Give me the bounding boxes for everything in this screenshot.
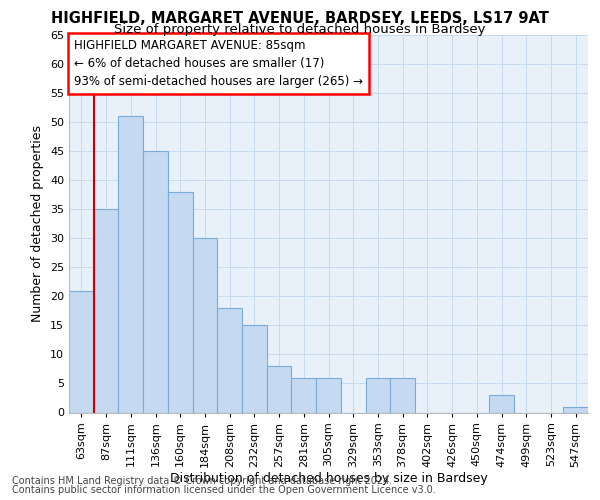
Bar xyxy=(365,378,390,412)
Bar xyxy=(267,366,292,412)
X-axis label: Distribution of detached houses by size in Bardsey: Distribution of detached houses by size … xyxy=(170,472,487,485)
Bar xyxy=(563,406,588,412)
Text: Contains HM Land Registry data © Crown copyright and database right 2024.: Contains HM Land Registry data © Crown c… xyxy=(12,476,392,486)
Y-axis label: Number of detached properties: Number of detached properties xyxy=(31,125,44,322)
Text: HIGHFIELD, MARGARET AVENUE, BARDSEY, LEEDS, LS17 9AT: HIGHFIELD, MARGARET AVENUE, BARDSEY, LEE… xyxy=(51,11,549,26)
Bar xyxy=(390,378,415,412)
Text: HIGHFIELD MARGARET AVENUE: 85sqm
← 6% of detached houses are smaller (17)
93% of: HIGHFIELD MARGARET AVENUE: 85sqm ← 6% of… xyxy=(74,39,363,88)
Bar xyxy=(217,308,242,412)
Text: Contains public sector information licensed under the Open Government Licence v3: Contains public sector information licen… xyxy=(12,485,436,495)
Bar xyxy=(489,395,514,412)
Bar xyxy=(94,209,118,412)
Bar xyxy=(193,238,217,412)
Bar xyxy=(69,290,94,412)
Bar xyxy=(316,378,341,412)
Bar xyxy=(143,151,168,412)
Text: Size of property relative to detached houses in Bardsey: Size of property relative to detached ho… xyxy=(114,22,486,36)
Bar xyxy=(292,378,316,412)
Bar xyxy=(242,326,267,412)
Bar xyxy=(168,192,193,412)
Bar xyxy=(118,116,143,412)
